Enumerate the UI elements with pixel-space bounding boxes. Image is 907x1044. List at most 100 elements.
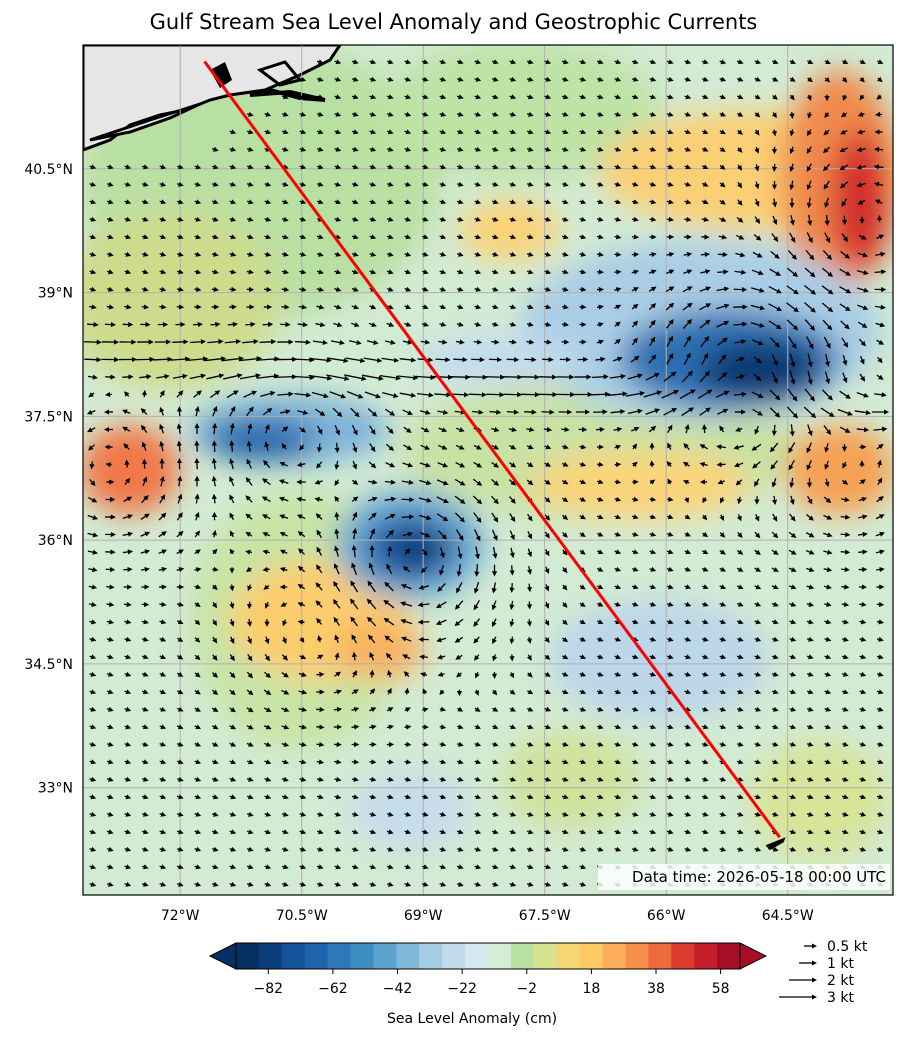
- current-arrow: [439, 94, 447, 100]
- current-arrow: [596, 111, 604, 117]
- current-arrow: [719, 216, 727, 222]
- current-arrow: [491, 76, 499, 82]
- current-arrow: [701, 111, 709, 117]
- current-arrow: [561, 269, 569, 275]
- current-arrow: [176, 234, 184, 240]
- current-arrow: [631, 216, 639, 222]
- current-arrow: [262, 566, 270, 572]
- current-arrow: [439, 269, 447, 275]
- current-arrow: [124, 216, 132, 222]
- current-arrow: [334, 216, 342, 222]
- current-arrow: [89, 164, 97, 170]
- current-arrow: [404, 687, 410, 695]
- current-arrow: [631, 146, 639, 152]
- current-arrow: [141, 269, 149, 275]
- current-arrow: [474, 181, 482, 187]
- current-arrow: [194, 251, 202, 257]
- current-arrow: [404, 251, 412, 257]
- map-area[interactable]: [60, 40, 907, 895]
- current-arrow: [526, 321, 534, 327]
- current-arrow: [211, 440, 218, 452]
- current-arrow: [489, 409, 502, 415]
- current-arrow: [614, 287, 622, 293]
- current-arrow: [141, 164, 149, 170]
- current-arrow: [159, 304, 167, 310]
- current-arrow: [631, 287, 639, 292]
- current-arrow: [124, 199, 132, 205]
- colorbar-segment: [671, 943, 695, 969]
- colorbar-segment: [281, 943, 306, 969]
- current-arrow: [754, 129, 760, 136]
- current-arrow: [544, 76, 552, 82]
- current-arrow: [299, 146, 307, 152]
- current-arrow: [450, 374, 471, 380]
- current-arrow: [246, 234, 254, 240]
- current-arrow: [789, 163, 795, 173]
- current-arrow: [106, 584, 115, 590]
- current-arrow: [124, 251, 132, 257]
- colorbar-segment: [533, 943, 558, 969]
- current-arrow: [771, 424, 777, 437]
- current-arrow: [474, 164, 482, 170]
- current-arrow: [386, 164, 394, 170]
- current-arrow: [822, 267, 834, 277]
- current-arrow: [491, 251, 499, 257]
- current-arrow: [456, 304, 464, 310]
- current-arrow: [159, 199, 167, 205]
- current-arrow: [859, 59, 866, 64]
- current-arrow: [421, 741, 429, 747]
- current-arrow: [299, 199, 307, 205]
- current-arrow: [299, 94, 307, 100]
- current-arrow: [369, 111, 377, 117]
- current-arrow: [369, 94, 377, 100]
- current-arrow: [856, 269, 869, 276]
- current-arrow: [526, 129, 534, 135]
- current-arrow: [386, 94, 394, 100]
- current-arrow: [840, 129, 848, 135]
- current-arrow: [579, 286, 587, 292]
- current-arrow: [857, 129, 866, 135]
- current-arrow: [509, 94, 517, 100]
- current-arrow: [876, 234, 885, 240]
- colorbar-tick-label: −42: [383, 981, 413, 997]
- current-arrow: [281, 129, 289, 135]
- current-arrow: [474, 269, 482, 275]
- current-arrow: [822, 163, 831, 172]
- current-arrow: [614, 111, 622, 117]
- current-arrow: [839, 164, 849, 171]
- current-arrow: [281, 269, 289, 275]
- current-arrow: [701, 181, 709, 187]
- current-arrow: [439, 234, 447, 240]
- current-arrow: [592, 374, 609, 380]
- current-arrow: [141, 181, 149, 187]
- current-arrow: [369, 59, 377, 65]
- colorbar-segment: [396, 943, 420, 969]
- current-arrow: [667, 496, 674, 502]
- current-arrow: [804, 319, 816, 331]
- current-arrow: [735, 252, 746, 258]
- current-arrow: [544, 339, 552, 345]
- current-arrow: [752, 251, 763, 258]
- current-arrow: [684, 199, 692, 205]
- current-arrow: [804, 302, 816, 313]
- current-arrow: [474, 76, 482, 82]
- current-arrow: [264, 269, 272, 275]
- current-arrow: [211, 269, 219, 275]
- current-arrow: [211, 164, 219, 170]
- current-arrow: [649, 319, 656, 329]
- current-arrow: [648, 303, 657, 311]
- current-arrow: [194, 181, 202, 187]
- current-arrow: [456, 251, 464, 257]
- current-arrow: [666, 216, 675, 222]
- current-arrow: [211, 216, 219, 222]
- current-arrow: [614, 479, 622, 485]
- current-arrow: [334, 59, 342, 65]
- current-arrow: [421, 164, 429, 170]
- current-arrow: [421, 94, 429, 100]
- current-arrow: [474, 199, 482, 205]
- current-arrow: [596, 76, 604, 82]
- current-arrow: [281, 304, 290, 310]
- current-arrow: [579, 129, 587, 135]
- current-arrow: [771, 112, 777, 119]
- current-arrow: [579, 94, 587, 100]
